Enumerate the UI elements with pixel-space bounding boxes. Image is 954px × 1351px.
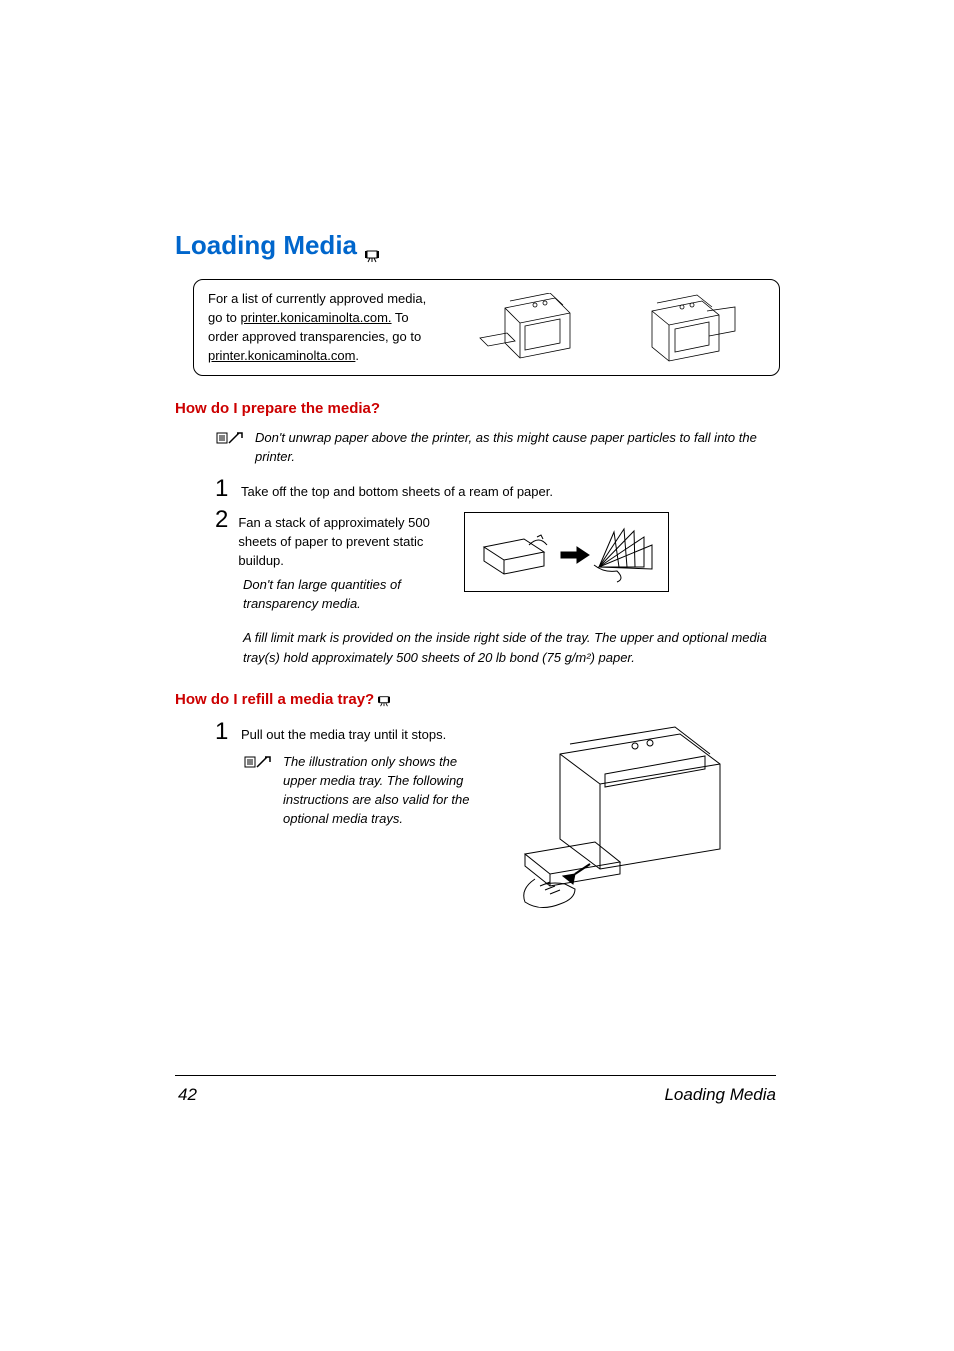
step-1-text: Take off the top and bottom sheets of a …	[241, 477, 553, 502]
note-text: Don't unwrap paper above the printer, as…	[255, 429, 780, 467]
page-title-text: Loading Media	[175, 230, 357, 261]
refill-note-row: The illustration only shows the upper me…	[243, 753, 485, 828]
refill-step-1-text: Pull out the media tray until it stops.	[241, 720, 446, 745]
footer: 42 Loading Media	[178, 1085, 776, 1105]
note-icon	[215, 429, 245, 447]
refill-step-1: 1 Pull out the media tray until it stops…	[215, 720, 485, 745]
printer-output-icon	[637, 293, 737, 363]
info-box-text: For a list of currently approved media, …	[208, 290, 433, 365]
step-2-italic: Don't fan large quantities of transparen…	[243, 576, 450, 614]
step-2-text: Fan a stack of approximately 500 sheets …	[238, 508, 450, 571]
info-suffix: .	[355, 348, 359, 363]
section-prepare-title: How do I prepare the media?	[175, 400, 380, 417]
movie-icon	[378, 694, 390, 706]
footer-rule	[175, 1075, 776, 1076]
section-prepare-heading: How do I prepare the media?	[175, 400, 780, 417]
step-2: 2 Fan a stack of approximately 500 sheet…	[215, 508, 450, 571]
printer-tray-open-icon	[475, 293, 575, 363]
info-box: For a list of currently approved media, …	[193, 279, 780, 376]
note-row: Don't unwrap paper above the printer, as…	[215, 429, 780, 467]
step-1-num: 1	[215, 477, 231, 502]
note-icon	[243, 753, 273, 771]
info-figures	[447, 293, 765, 363]
footer-label: Loading Media	[664, 1085, 776, 1105]
section-refill-title: How do I refill a media tray?	[175, 691, 374, 708]
fan-paper-figure	[464, 512, 669, 592]
step-1: 1 Take off the top and bottom sheets of …	[215, 477, 780, 502]
fill-limit-note: A fill limit mark is provided on the ins…	[243, 628, 780, 667]
page-number: 42	[178, 1085, 197, 1105]
section-refill-heading: How do I refill a media tray?	[175, 691, 780, 708]
step-2-num: 2	[215, 508, 228, 571]
pull-tray-figure	[505, 724, 740, 914]
info-link-1[interactable]: printer.konicaminolta.com.	[241, 310, 392, 325]
page-title: Loading Media	[175, 230, 780, 261]
refill-note-text: The illustration only shows the upper me…	[283, 753, 485, 828]
refill-step-1-num: 1	[215, 720, 231, 745]
movie-icon	[365, 239, 379, 253]
info-link-2[interactable]: printer.konicaminolta.com	[208, 348, 355, 363]
